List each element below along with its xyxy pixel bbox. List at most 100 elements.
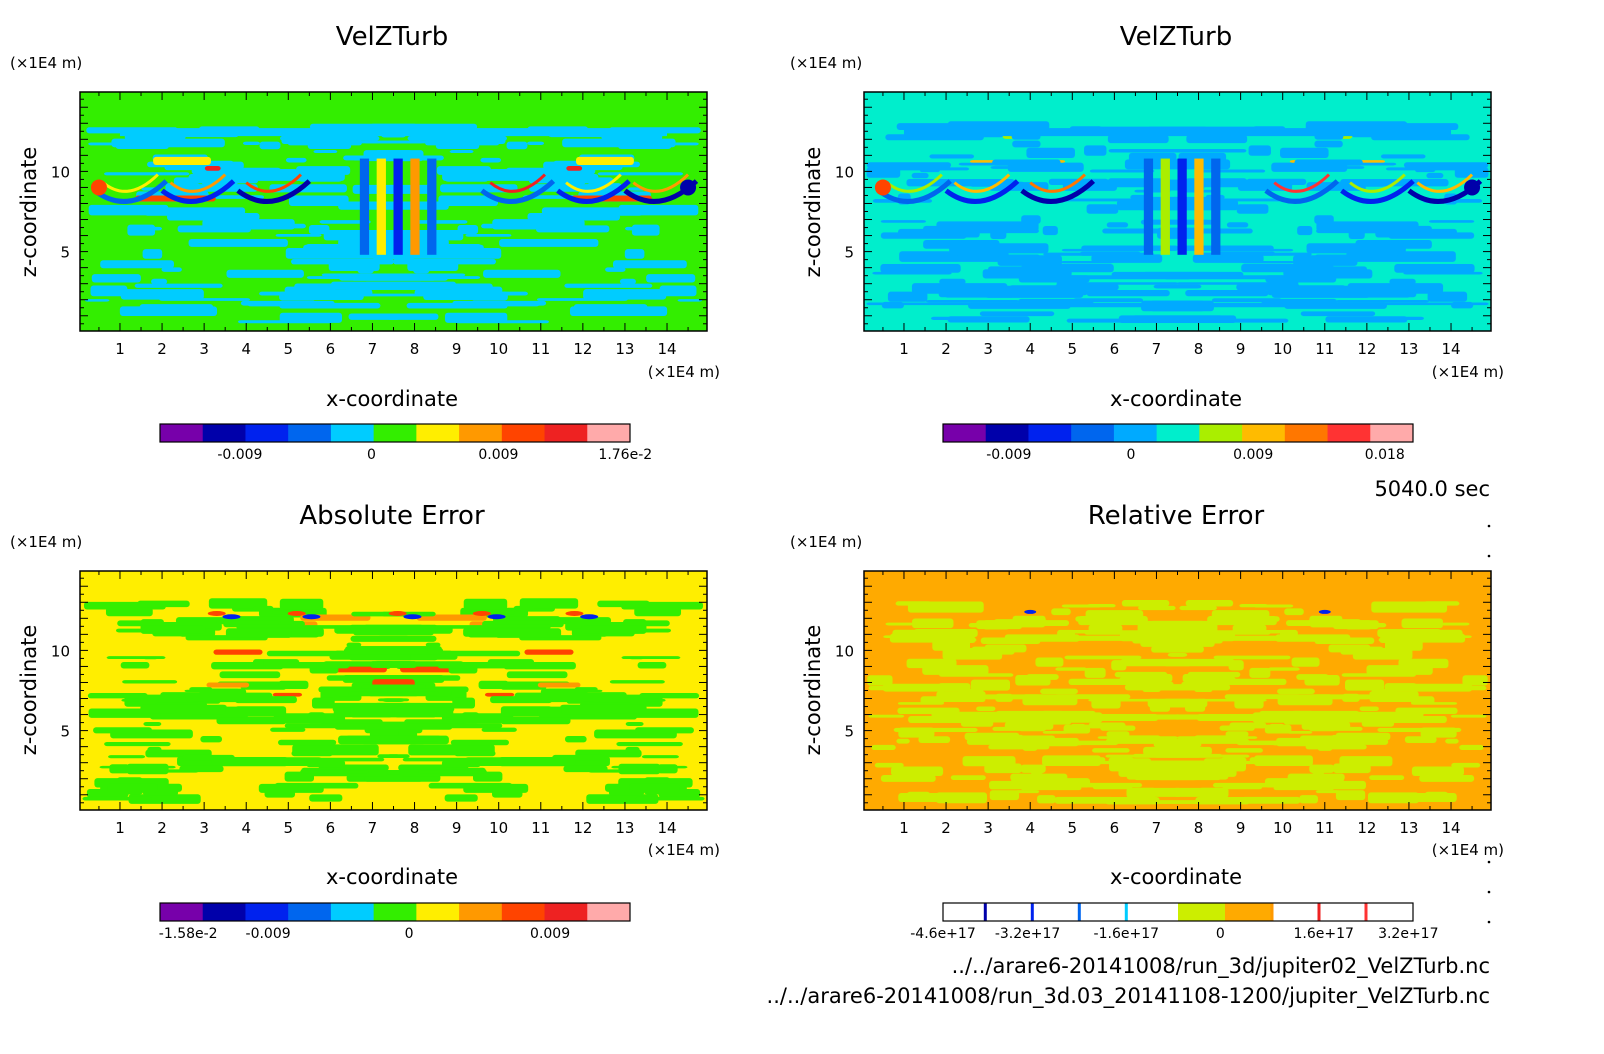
colorbar: -1.58e-2 -0.009 0 0.009 xyxy=(159,902,631,942)
colorbar-swatch xyxy=(990,903,1038,921)
colorbar-label: 0.018 xyxy=(1365,447,1405,463)
panel-top-left: VelZTurb (×1E4 m) 1 2 3 4 5 6 7 8 9 10 11 12 13 14510… xyxy=(10,22,720,463)
colorbar-label: 1.76e-2 xyxy=(598,447,652,463)
colorbar-swatch xyxy=(288,424,332,442)
x-tick-label: 4 xyxy=(241,819,251,837)
colorbar: -0.009 0 0.009 1.76e-2 xyxy=(159,423,652,463)
x-tick-label: 1 xyxy=(115,819,125,837)
colorbar-swatch xyxy=(1272,903,1320,921)
colorbar-swatch xyxy=(1131,903,1179,921)
x-tick-label: 1 xyxy=(115,340,125,358)
x-tick-label: 13 xyxy=(615,819,634,837)
contour-fill xyxy=(866,121,1489,324)
colorbar-swatch xyxy=(1084,903,1132,921)
x-tick-label: 8 xyxy=(1194,340,1204,358)
x-unit-label: (×1E4 m) xyxy=(1432,841,1504,859)
colorbar-label: -3.2e+17 xyxy=(995,926,1060,942)
colorbar: -4.6e+17 -3.2e+17 -1.6e+17 0 1.6e+17 3.2e+17 xyxy=(910,902,1439,942)
x-tick-label: 6 xyxy=(326,819,336,837)
x-tick-label: 4 xyxy=(241,340,251,358)
colorbar-frame xyxy=(942,902,1414,922)
colorbar-label: 0 xyxy=(1216,926,1225,942)
colorbar-swatch xyxy=(330,424,375,442)
colorbar-frame xyxy=(942,423,1414,443)
colorbar-swatch xyxy=(501,903,546,921)
y-tick-label: 5 xyxy=(844,723,854,741)
colorbar-swatch xyxy=(1199,424,1243,442)
contour-fill xyxy=(84,123,703,324)
colorbar-label: 3.2e+17 xyxy=(1378,926,1438,942)
contour-fill xyxy=(867,600,1488,805)
colorbar-label: 0 xyxy=(405,926,414,942)
y-axis-label: z-coordinate xyxy=(17,147,41,278)
x-tick-label: 12 xyxy=(573,819,592,837)
y-tick-label: 5 xyxy=(60,244,70,262)
file-path-2: ../../arare6-20141008/run_3d.03_20141108… xyxy=(767,984,1490,1009)
file-path-1: ../../arare6-20141008/run_3d/jupiter02_V… xyxy=(952,954,1490,979)
time-label: 5040.0 sec xyxy=(1374,477,1490,501)
colorbar-swatch xyxy=(1037,903,1085,921)
x-tick-label: 10 xyxy=(489,340,508,358)
x-tick-label: 5 xyxy=(1068,819,1078,837)
colorbar-swatch xyxy=(587,903,631,921)
x-tick-label: 5 xyxy=(284,819,294,837)
colorbar-swatch xyxy=(160,903,204,921)
x-tick-label: 2 xyxy=(941,340,951,358)
panel-title: Absolute Error xyxy=(299,501,485,531)
colorbar-label: -4.6e+17 xyxy=(910,926,975,942)
x-axis-label: x-coordinate xyxy=(1110,865,1242,889)
x-tick-label: 7 xyxy=(368,819,378,837)
colorbar-swatch xyxy=(501,424,546,442)
colorbar-label: 0 xyxy=(367,447,376,463)
x-unit-label: (×1E4 m) xyxy=(648,841,720,859)
y-axis-label: z-coordinate xyxy=(801,147,825,278)
y-tick-label: 5 xyxy=(60,723,70,741)
x-unit-label: (×1E4 m) xyxy=(1432,363,1504,381)
x-tick-label: 14 xyxy=(657,819,676,837)
colorbar-swatch xyxy=(1178,903,1226,921)
x-tick-label: 10 xyxy=(489,819,508,837)
x-tick-label: 9 xyxy=(1236,340,1246,358)
y-tick-label: 5 xyxy=(844,244,854,262)
x-tick-label: 9 xyxy=(1236,819,1246,837)
x-tick-label: 3 xyxy=(983,340,993,358)
x-tick-label: 9 xyxy=(452,340,462,358)
x-tick-label: 3 xyxy=(983,819,993,837)
colorbar-label: -0.009 xyxy=(986,447,1031,463)
x-tick-label: 3 xyxy=(199,819,209,837)
y-tick-label: 10 xyxy=(51,642,70,660)
x-tick-label: 2 xyxy=(157,819,167,837)
colorbar-swatch xyxy=(1327,424,1371,442)
x-tick-label: 5 xyxy=(1068,340,1078,358)
colorbar-swatch xyxy=(202,903,246,921)
colorbar-swatch xyxy=(330,903,375,921)
panel-bottom-left: Absolute Error (×1E4 m) 1 2 3 4 5 6 7 8 9 10 11 12 1… xyxy=(10,501,720,942)
colorbar-swatch xyxy=(544,903,588,921)
colorbar-swatch xyxy=(1319,903,1367,921)
colorbar-swatch xyxy=(1113,424,1158,442)
x-tick-label: 7 xyxy=(1152,340,1162,358)
x-axis-label: x-coordinate xyxy=(1110,387,1242,411)
x-tick-label: 12 xyxy=(1357,819,1376,837)
x-tick-label: 13 xyxy=(1399,819,1418,837)
x-tick-label: 14 xyxy=(1441,340,1460,358)
y-unit-label: (×1E4 m) xyxy=(790,54,862,72)
x-tick-label: 10 xyxy=(1273,819,1292,837)
colorbar-swatch xyxy=(1225,903,1273,921)
x-tick-label: 11 xyxy=(1315,340,1334,358)
x-tick-label: 1 xyxy=(899,819,909,837)
colorbar-swatch xyxy=(202,424,246,442)
x-tick-label: 13 xyxy=(615,340,634,358)
colorbar-label: -1.58e-2 xyxy=(159,926,218,942)
x-tick-label: 11 xyxy=(531,340,550,358)
colorbar-swatch xyxy=(1242,424,1286,442)
colorbar-swatch xyxy=(943,903,991,921)
colorbar-swatch xyxy=(1366,903,1414,921)
contour-fill xyxy=(82,598,705,804)
panel-title: VelZTurb xyxy=(336,22,448,52)
y-unit-label: (×1E4 m) xyxy=(10,54,82,72)
